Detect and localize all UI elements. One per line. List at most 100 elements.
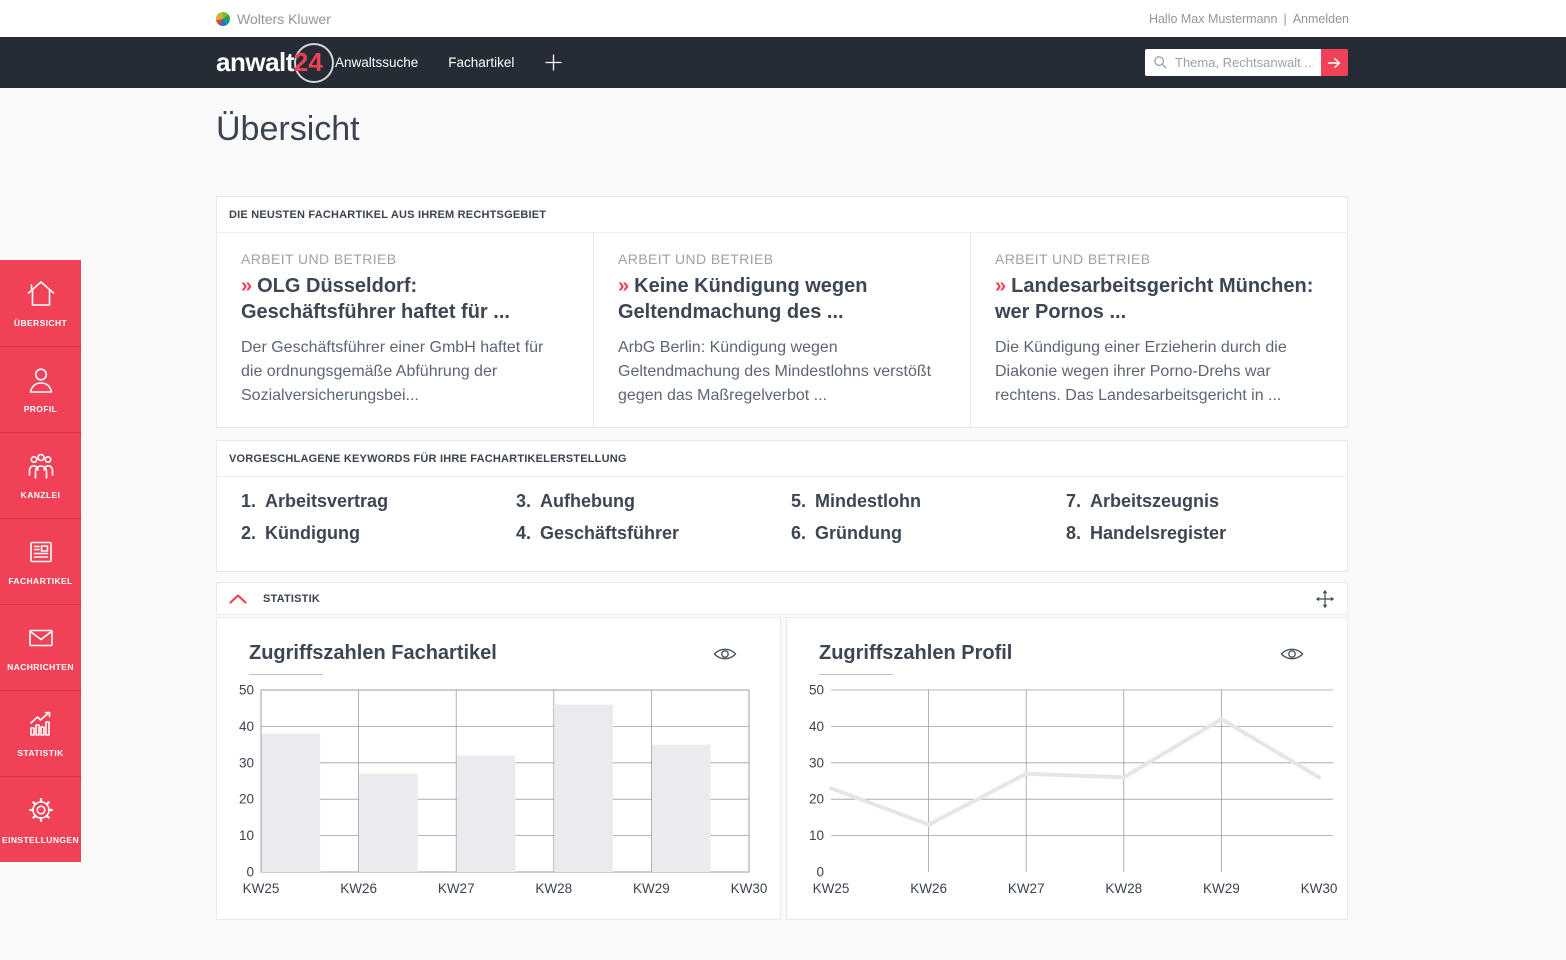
eye-icon[interactable]	[713, 646, 737, 667]
eye-icon[interactable]	[1280, 646, 1304, 667]
svg-text:10: 10	[809, 828, 824, 843]
sidebar-item-label: STATISTIK	[17, 748, 64, 758]
sidebar-item-label: ÜBERSICHT	[13, 317, 68, 328]
sidebar-item-einstellungen[interactable]: EINSTELLUNGEN	[0, 776, 81, 862]
article-icon	[29, 541, 52, 563]
sidebar-item-label: NACHRICHTEN	[7, 662, 74, 672]
chart-title: Zugriffszahlen Profil	[819, 642, 1013, 664]
sidebar-item-uebersicht[interactable]: ÜBERSICHT	[0, 260, 81, 346]
keyword-item[interactable]: 1. Arbeitsvertrag	[241, 491, 389, 511]
keyword-item[interactable]: 7. Arbeitszeugnis	[1066, 491, 1220, 511]
gear-icon	[28, 798, 53, 822]
sidebar: ÜBERSICHT PROFIL KANZLEI FACHARTIKEL	[0, 260, 81, 862]
svg-text:40: 40	[809, 719, 824, 734]
main-navbar: anwalt 24 Anwaltssuche Fachartikel	[0, 37, 1566, 88]
svg-text:KW26: KW26	[910, 881, 947, 896]
topbar-account-area: Hallo Max Mustermann | Anmelden	[1149, 0, 1349, 37]
article-excerpt: ArbG Berlin: Kündigung wegen Geltendmach…	[618, 339, 932, 404]
svg-text:KW27: KW27	[438, 881, 475, 896]
wolters-kluwer-wordmark: Wolters Kluwer	[237, 10, 331, 27]
article-title-link[interactable]: » Landesarbeitsgericht München: wer Porno…	[995, 275, 1314, 323]
drag-handle-icon[interactable]	[1315, 589, 1335, 609]
keyword-item[interactable]: 6. Gründung	[791, 523, 902, 543]
plus-icon[interactable]	[544, 53, 563, 72]
logo-badge: 24	[293, 47, 323, 77]
svg-text:50: 50	[809, 683, 824, 698]
bar-chart-icon	[29, 711, 50, 736]
svg-text:KW29: KW29	[1203, 881, 1240, 896]
keyword-item[interactable]: 3. Aufhebung	[516, 491, 635, 511]
svg-text:KW25: KW25	[243, 881, 280, 896]
chart-title: Zugriffszahlen Fachartikel	[249, 642, 497, 664]
logo-ring	[293, 42, 334, 83]
chevron-right-marker: »	[995, 275, 1007, 297]
article-category: ARBEIT UND BETRIEB	[618, 251, 774, 267]
chart-panel-fachartikel: Zugriffszahlen Fachartikel 0 10 20 30 40 50 KW…	[216, 617, 781, 920]
home-icon	[27, 280, 54, 306]
keywords-panel: VORGESCHLAGENE KEYWORDS FÜR IHRE FACHART…	[216, 440, 1348, 572]
article-title-link[interactable]: » Keine Kündigung wegen Geltendmachung de…	[618, 275, 868, 323]
wolters-kluwer-logo: Wolters Kluwer	[216, 0, 331, 37]
chevron-up-icon	[229, 593, 247, 604]
statistik-section-label: STATISTIK	[263, 592, 320, 605]
logo-text: anwalt	[216, 47, 294, 77]
sidebar-item-label: PROFIL	[23, 404, 58, 414]
keyword-item[interactable]: 8. Handelsregister	[1066, 523, 1227, 543]
nav-anwaltssuche[interactable]: Anwaltssuche	[335, 55, 419, 70]
bar-chart-zugriffszahlen-fachartikel: 0 10 20 30 40 50 KW25 KW26 KW27 KW28 KW29 KW30	[239, 683, 768, 897]
team-icon	[28, 453, 53, 479]
sidebar-item-nachrichten[interactable]: NACHRICHTEN	[0, 604, 81, 690]
svg-text:KW30: KW30	[731, 881, 768, 896]
nav-links: Anwaltssuche Fachartikel	[335, 37, 563, 88]
login-link[interactable]: Anmelden	[1292, 11, 1349, 26]
keywords-list: 1. Arbeitsvertrag 2. Kündigung 3. Aufhebung…	[217, 477, 1347, 555]
svg-text:20: 20	[809, 792, 824, 807]
line-chart-zugriffszahlen-profil: 0 10 20 30 40 50 KW25 KW26 KW27 KW28 KW29 KW30	[809, 683, 1338, 897]
separator: |	[1283, 11, 1287, 26]
nav-fachartikel[interactable]: Fachartikel	[448, 55, 515, 70]
search-bar	[1145, 49, 1348, 76]
sidebar-item-statistik[interactable]: STATISTIK	[0, 690, 81, 776]
sidebar-item-fachartikel[interactable]: FACHARTIKEL	[0, 518, 81, 604]
article-title-link[interactable]: » OLG Düsseldorf: Geschäftsführer haftet …	[241, 275, 510, 323]
sidebar-item-profil[interactable]: PROFIL	[0, 346, 81, 432]
keyword-item[interactable]: 5. Mindestlohn	[791, 491, 922, 511]
keyword-item[interactable]: 4. Geschäftsführer	[516, 523, 680, 543]
sidebar-item-label: FACHARTIKEL	[8, 576, 73, 586]
article-category: ARBEIT UND BETRIEB	[241, 251, 397, 267]
article-card: ARBEIT UND BETRIEB » Landesarbeitsgericht…	[970, 233, 1347, 428]
chevron-right-marker: »	[618, 275, 630, 297]
page-title: Übersicht	[216, 110, 360, 148]
article-category: ARBEIT UND BETRIEB	[995, 251, 1151, 267]
search-submit-button[interactable]	[1321, 49, 1348, 76]
svg-text:0: 0	[816, 865, 824, 880]
search-input[interactable]	[1145, 49, 1321, 76]
greeting-text: Hallo Max Mustermann	[1148, 11, 1278, 26]
svg-text:KW28: KW28	[1105, 881, 1142, 896]
svg-text:KW26: KW26	[340, 881, 377, 896]
anwalt24-logo[interactable]: anwalt 24	[216, 37, 334, 88]
wolters-kluwer-icon	[216, 11, 230, 26]
articles-panel: DIE NEUSTEN FACHARTIKEL AUS IHREM RECHTS…	[216, 196, 1348, 428]
sidebar-item-label: KANZLEI	[20, 490, 61, 500]
articles-panel-header: DIE NEUSTEN FACHARTIKEL AUS IHREM RECHTS…	[217, 197, 1347, 233]
svg-text:KW25: KW25	[813, 881, 850, 896]
collapse-toggle[interactable]	[229, 593, 247, 604]
chart-panel-profil: Zugriffszahlen Profil 0 10 20 30 40 50 KW25 KW2…	[786, 617, 1348, 920]
svg-text:20: 20	[239, 792, 254, 807]
svg-text:30: 30	[239, 755, 254, 770]
svg-text:10: 10	[239, 828, 254, 843]
chevron-right-marker: »	[241, 275, 253, 297]
title-underline	[249, 674, 323, 675]
article-card: ARBEIT UND BETRIEB » OLG Düsseldorf: Gesc…	[217, 233, 593, 428]
title-underline	[819, 674, 893, 675]
sidebar-item-label: EINSTELLUNGEN	[2, 835, 79, 845]
svg-text:40: 40	[239, 719, 254, 734]
svg-text:KW30: KW30	[1301, 881, 1338, 896]
svg-text:KW27: KW27	[1008, 881, 1045, 896]
sidebar-item-kanzlei[interactable]: KANZLEI	[0, 432, 81, 518]
article-excerpt: Der Geschäftsführer einer GmbH haftet fü…	[241, 339, 544, 404]
keyword-item[interactable]: 2. Kündigung	[241, 523, 360, 543]
svg-text:KW28: KW28	[535, 881, 572, 896]
